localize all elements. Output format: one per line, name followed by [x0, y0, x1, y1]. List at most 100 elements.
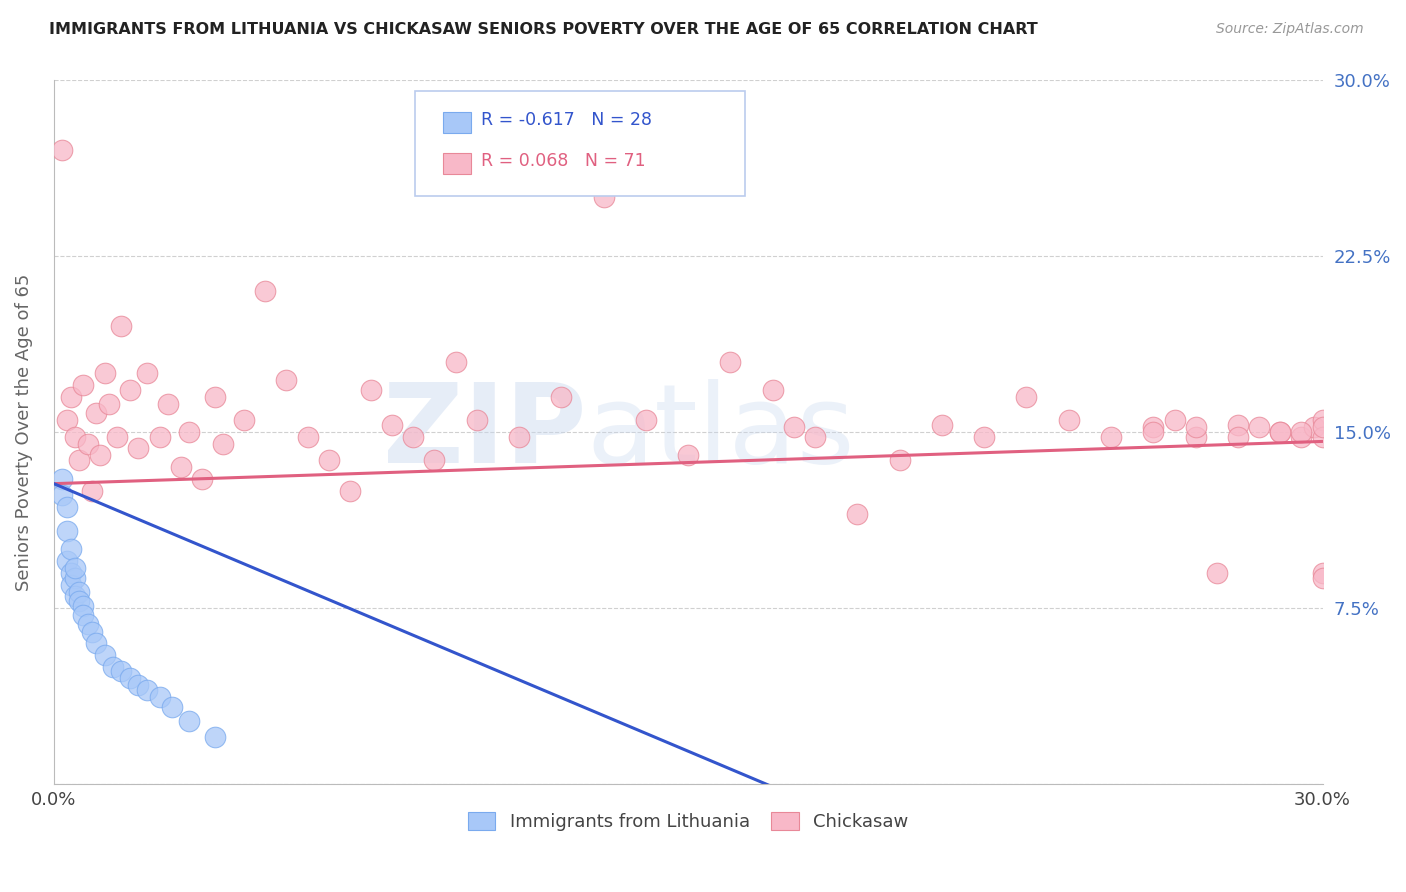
Point — [1312, 413, 1334, 427]
Point — [76, 436, 98, 450]
Point — [423, 453, 446, 467]
Point — [1312, 570, 1334, 584]
Point — [204, 390, 226, 404]
Point — [148, 430, 170, 444]
Point — [1184, 430, 1206, 444]
Point — [118, 672, 141, 686]
Point — [1312, 420, 1334, 434]
Point — [179, 714, 201, 728]
Point — [55, 500, 77, 515]
Point — [55, 554, 77, 568]
Point — [191, 472, 214, 486]
Point — [80, 483, 103, 498]
Point — [76, 617, 98, 632]
Text: IMMIGRANTS FROM LITHUANIA VS CHICKASAW SENIORS POVERTY OVER THE AGE OF 65 CORREL: IMMIGRANTS FROM LITHUANIA VS CHICKASAW S… — [49, 22, 1038, 37]
Point — [318, 453, 340, 467]
Point — [59, 566, 82, 580]
FancyBboxPatch shape — [415, 91, 745, 196]
Point — [63, 570, 86, 584]
Point — [846, 507, 869, 521]
Point — [118, 383, 141, 397]
Point — [67, 453, 90, 467]
Point — [93, 648, 115, 662]
Text: R = 0.068   N = 71: R = 0.068 N = 71 — [481, 152, 645, 170]
Point — [1270, 425, 1292, 439]
Point — [67, 594, 90, 608]
Y-axis label: Seniors Poverty Over the Age of 65: Seniors Poverty Over the Age of 65 — [15, 273, 32, 591]
Point — [592, 190, 614, 204]
Text: Source: ZipAtlas.com: Source: ZipAtlas.com — [1216, 22, 1364, 37]
Point — [84, 636, 107, 650]
Point — [804, 430, 827, 444]
Point — [212, 436, 235, 450]
Point — [67, 584, 90, 599]
Point — [72, 599, 94, 613]
Point — [1163, 413, 1185, 427]
Point — [72, 608, 94, 623]
Point — [156, 397, 179, 411]
Point — [63, 590, 86, 604]
Point — [110, 319, 132, 334]
Point — [1249, 420, 1271, 434]
Legend: Immigrants from Lithuania, Chickasaw: Immigrants from Lithuania, Chickasaw — [461, 805, 915, 838]
Point — [148, 690, 170, 705]
Point — [135, 367, 157, 381]
Point — [1291, 430, 1313, 444]
Point — [1303, 420, 1326, 434]
Point — [59, 390, 82, 404]
Point — [105, 430, 128, 444]
Point — [127, 442, 149, 456]
Point — [55, 524, 77, 538]
Point — [1099, 430, 1122, 444]
Point — [55, 413, 77, 427]
Point — [360, 383, 382, 397]
Point — [1015, 390, 1038, 404]
Point — [1205, 566, 1227, 580]
Point — [931, 417, 953, 432]
Bar — [443, 112, 471, 133]
Point — [101, 659, 124, 673]
Point — [1142, 420, 1164, 434]
Point — [1291, 425, 1313, 439]
Point — [889, 453, 911, 467]
Point — [63, 561, 86, 575]
Point — [97, 397, 120, 411]
Point — [93, 367, 115, 381]
Point — [80, 624, 103, 639]
Text: R = -0.617   N = 28: R = -0.617 N = 28 — [481, 112, 652, 129]
Point — [162, 699, 184, 714]
Point — [339, 483, 361, 498]
Point — [465, 413, 488, 427]
Point — [402, 430, 425, 444]
Bar — [443, 153, 471, 174]
Point — [762, 383, 785, 397]
Point — [1057, 413, 1080, 427]
Point — [1226, 430, 1249, 444]
Point — [444, 354, 467, 368]
Point — [51, 488, 73, 502]
Point — [676, 449, 699, 463]
Point — [1270, 425, 1292, 439]
Point — [51, 144, 73, 158]
Point — [63, 430, 86, 444]
Point — [973, 430, 995, 444]
Point — [550, 390, 572, 404]
Point — [127, 678, 149, 692]
Point — [179, 425, 201, 439]
Point — [720, 354, 742, 368]
Point — [72, 378, 94, 392]
Point — [276, 373, 298, 387]
Point — [233, 413, 256, 427]
Point — [297, 430, 319, 444]
Point — [381, 417, 404, 432]
Point — [1184, 420, 1206, 434]
Point — [508, 430, 530, 444]
Point — [59, 577, 82, 591]
Point — [59, 542, 82, 557]
Point — [1312, 566, 1334, 580]
Text: atlas: atlas — [586, 378, 855, 485]
Point — [783, 420, 806, 434]
Point — [170, 460, 193, 475]
Point — [135, 683, 157, 698]
Point — [110, 665, 132, 679]
